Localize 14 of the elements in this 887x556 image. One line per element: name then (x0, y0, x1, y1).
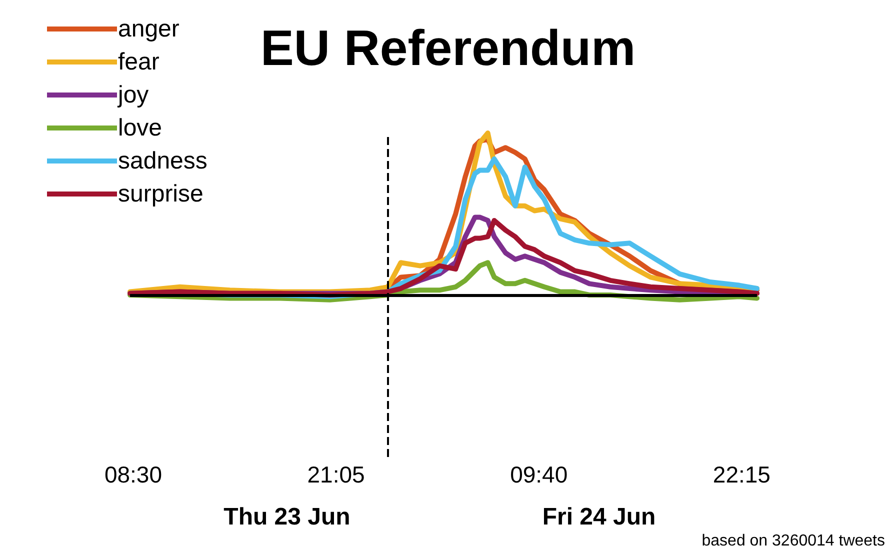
x-tick-label: 21:05 (307, 462, 365, 488)
text: based on 3260014 tweets (702, 532, 886, 550)
legend-label: joy (117, 82, 149, 108)
legend-label: sadness (118, 148, 208, 174)
x-tick-label: 08:30 (104, 462, 162, 488)
legend-label: love (118, 114, 162, 142)
x-tick-label: 22:15 (712, 462, 770, 488)
legend-label: fear (118, 48, 160, 76)
text: Thu 23 Jun (224, 504, 350, 530)
text: Fri 24 Jun (542, 504, 656, 530)
chart-title: EU Referendum (260, 20, 636, 76)
legend-label: surprise (118, 180, 204, 208)
legend-label: anger (118, 16, 180, 42)
x-tick-label: 09:40 (510, 462, 568, 488)
